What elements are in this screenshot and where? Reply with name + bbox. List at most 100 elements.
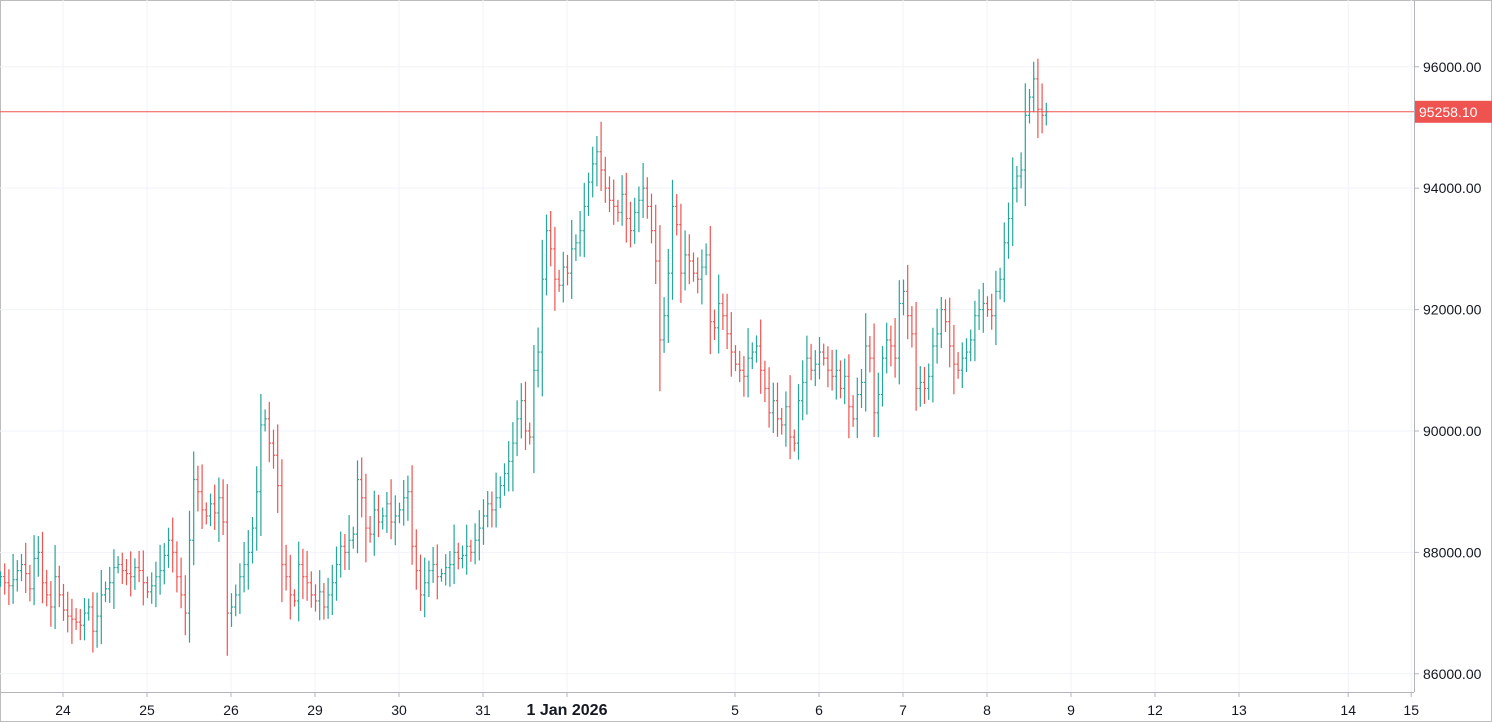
ohlc-bar[interactable]: [830, 349, 834, 391]
ohlc-bar[interactable]: [418, 554, 423, 611]
ohlc-bar[interactable]: [40, 531, 45, 604]
ohlc-bar[interactable]: [465, 524, 469, 575]
ohlc-bar[interactable]: [561, 251, 565, 303]
ohlc-bar[interactable]: [901, 279, 906, 316]
ohlc-bar[interactable]: [658, 225, 662, 392]
ohlc-bar[interactable]: [515, 400, 519, 457]
ohlc-bar[interactable]: [229, 593, 234, 627]
ohlc-bar[interactable]: [397, 502, 402, 524]
ohlc-bar[interactable]: [956, 352, 960, 379]
ohlc-bar[interactable]: [284, 544, 288, 591]
ohlc-bar[interactable]: [95, 592, 99, 648]
ohlc-bar[interactable]: [53, 545, 57, 630]
ohlc-bar[interactable]: [645, 177, 649, 219]
ohlc-bar[interactable]: [498, 476, 502, 509]
ohlc-bar[interactable]: [620, 175, 624, 226]
ohlc-bar[interactable]: [582, 182, 586, 258]
ohlc-bar[interactable]: [372, 490, 376, 556]
ohlc-bar[interactable]: [872, 323, 876, 437]
ohlc-bar[interactable]: [687, 234, 691, 285]
ohlc-bar[interactable]: [679, 203, 683, 303]
ohlc-bar[interactable]: [490, 491, 494, 528]
ohlc-bar[interactable]: [276, 424, 280, 514]
ohlc-bar[interactable]: [838, 360, 843, 399]
ohlc-bar[interactable]: [1002, 222, 1006, 303]
ohlc-bar[interactable]: [427, 560, 431, 598]
ohlc-bar[interactable]: [1011, 157, 1015, 246]
ohlc-bars[interactable]: [0, 58, 1048, 656]
ohlc-bar[interactable]: [385, 491, 389, 533]
ohlc-bar[interactable]: [910, 306, 914, 348]
ohlc-bar[interactable]: [927, 363, 931, 400]
ohlc-bar[interactable]: [675, 194, 679, 236]
ohlc-bar[interactable]: [540, 239, 544, 397]
ohlc-bar[interactable]: [712, 309, 717, 340]
ohlc-bar[interactable]: [334, 546, 339, 601]
ohlc-bar[interactable]: [906, 264, 910, 340]
ohlc-bar[interactable]: [939, 296, 943, 349]
ohlc-bar[interactable]: [998, 267, 1002, 300]
ohlc-bar[interactable]: [859, 368, 864, 409]
ohlc-bar[interactable]: [750, 342, 754, 370]
ohlc-bar[interactable]: [603, 156, 607, 203]
ohlc-bar[interactable]: [519, 383, 523, 439]
ohlc-bar[interactable]: [250, 516, 255, 564]
ohlc-bar[interactable]: [549, 210, 553, 267]
ohlc-bar[interactable]: [305, 550, 309, 601]
ohlc-bar[interactable]: [523, 381, 528, 450]
ohlc-bar[interactable]: [145, 576, 150, 599]
ohlc-bar[interactable]: [263, 409, 267, 432]
ohlc-bar[interactable]: [234, 584, 238, 617]
ohlc-bar[interactable]: [616, 199, 620, 222]
ohlc-bar[interactable]: [595, 136, 599, 187]
ohlc-bar[interactable]: [435, 544, 439, 600]
ohlc-bar[interactable]: [238, 563, 242, 614]
ohlc-bar[interactable]: [809, 343, 813, 381]
ohlc-bar[interactable]: [431, 546, 435, 583]
ohlc-bar[interactable]: [292, 589, 297, 607]
ohlc-bar[interactable]: [1006, 202, 1011, 259]
ohlc-bar[interactable]: [670, 179, 675, 300]
ohlc-bar[interactable]: [696, 257, 700, 294]
ohlc-bar[interactable]: [494, 472, 498, 528]
ohlc-bar[interactable]: [162, 543, 166, 585]
ohlc-bar[interactable]: [607, 176, 612, 213]
ohlc-bar[interactable]: [502, 463, 507, 496]
ohlc-bar[interactable]: [166, 527, 171, 568]
ohlc-bar[interactable]: [1023, 83, 1027, 207]
ohlc-bar[interactable]: [565, 254, 570, 286]
ohlc-bar[interactable]: [339, 531, 343, 578]
ohlc-bar[interactable]: [649, 193, 654, 244]
ohlc-bar[interactable]: [301, 548, 305, 600]
ohlc-bar[interactable]: [759, 319, 763, 394]
ohlc-bar[interactable]: [200, 464, 204, 530]
ohlc-bar[interactable]: [784, 391, 788, 447]
ohlc-bar[interactable]: [410, 465, 414, 565]
ohlc-bar[interactable]: [704, 243, 708, 276]
ohlc-bar[interactable]: [24, 542, 28, 593]
ohlc-bar[interactable]: [952, 324, 956, 395]
ohlc-bar[interactable]: [204, 502, 208, 525]
ohlc-bar[interactable]: [1027, 88, 1032, 124]
ohlc-bar[interactable]: [771, 382, 775, 433]
ohlc-bar[interactable]: [91, 592, 95, 653]
ohlc-bar[interactable]: [792, 429, 796, 452]
ohlc-bar[interactable]: [364, 473, 368, 563]
ohlc-bar[interactable]: [654, 204, 658, 285]
ohlc-bar[interactable]: [57, 565, 61, 608]
ohlc-bar[interactable]: [66, 591, 70, 633]
time-axis[interactable]: 24 25 26 29 30 31 1 Jan 2026 5 6 7 8 9 12 13 14 15: [55, 692, 1419, 719]
ohlc-bar[interactable]: [481, 499, 486, 545]
ohlc-bar[interactable]: [969, 329, 973, 362]
ohlc-bar[interactable]: [742, 356, 746, 397]
ohlc-bar[interactable]: [116, 556, 120, 574]
ohlc-bar[interactable]: [717, 274, 721, 354]
ohlc-bar[interactable]: [322, 583, 326, 620]
ohlc-bar[interactable]: [612, 179, 616, 225]
ohlc-bar[interactable]: [486, 490, 490, 528]
ohlc-bar[interactable]: [225, 484, 229, 656]
ohlc-bar[interactable]: [477, 510, 481, 561]
ohlc-bar[interactable]: [61, 584, 66, 621]
